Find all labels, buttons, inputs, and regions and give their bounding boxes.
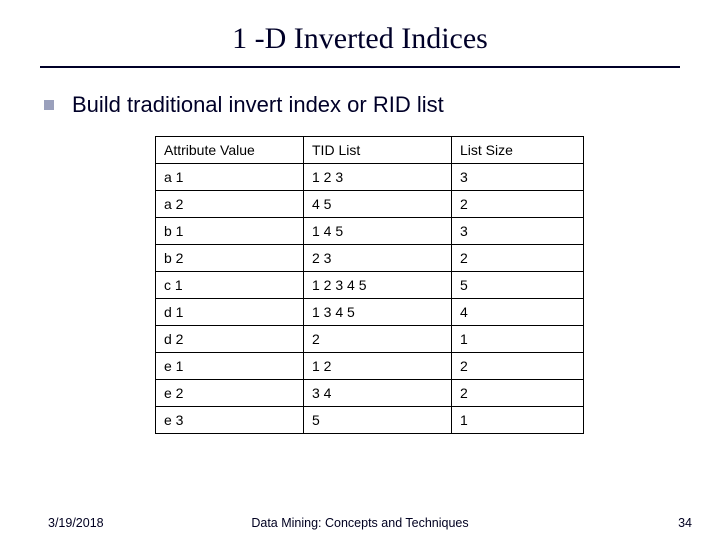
table-row: e 1 1 2 2: [156, 353, 584, 380]
cell: d 2: [156, 326, 304, 353]
cell: 3: [452, 164, 584, 191]
col-attribute-value: Attribute Value: [156, 137, 304, 164]
slide-title: 1 -D Inverted Indices: [40, 22, 680, 56]
cell: e 3: [156, 407, 304, 434]
cell: 2: [304, 326, 452, 353]
cell: b 1: [156, 218, 304, 245]
table-header-row: Attribute Value TID List List Size: [156, 137, 584, 164]
table-row: e 2 3 4 2: [156, 380, 584, 407]
cell: 2: [452, 245, 584, 272]
title-rule: [40, 66, 680, 68]
col-list-size: List Size: [452, 137, 584, 164]
cell: e 1: [156, 353, 304, 380]
cell: 5: [304, 407, 452, 434]
table-row: a 2 4 5 2: [156, 191, 584, 218]
cell: 4 5: [304, 191, 452, 218]
cell: 1: [452, 407, 584, 434]
cell: 2: [452, 353, 584, 380]
table-wrap: Attribute Value TID List List Size a 1 1…: [155, 136, 680, 434]
slide: 1 -D Inverted Indices Build traditional …: [0, 0, 720, 540]
col-tid-list: TID List: [304, 137, 452, 164]
bullet-item: Build traditional invert index or RID li…: [44, 92, 680, 118]
cell: 1 2 3: [304, 164, 452, 191]
cell: 2 3: [304, 245, 452, 272]
cell: d 1: [156, 299, 304, 326]
cell: a 1: [156, 164, 304, 191]
table-row: b 1 1 4 5 3: [156, 218, 584, 245]
cell: 1: [452, 326, 584, 353]
table-row: d 2 2 1: [156, 326, 584, 353]
footer: 3/19/2018 Data Mining: Concepts and Tech…: [0, 516, 720, 530]
bullet-text: Build traditional invert index or RID li…: [72, 92, 444, 118]
footer-center: Data Mining: Concepts and Techniques: [0, 516, 720, 530]
table-row: d 1 1 3 4 5 4: [156, 299, 584, 326]
cell: 5: [452, 272, 584, 299]
cell: 2: [452, 380, 584, 407]
cell: 2: [452, 191, 584, 218]
cell: 1 2 3 4 5: [304, 272, 452, 299]
cell: 3 4: [304, 380, 452, 407]
cell: 3: [452, 218, 584, 245]
table-row: b 2 2 3 2: [156, 245, 584, 272]
square-bullet-icon: [44, 100, 54, 110]
cell: 1 2: [304, 353, 452, 380]
cell: e 2: [156, 380, 304, 407]
inverted-index-table: Attribute Value TID List List Size a 1 1…: [155, 136, 584, 434]
cell: 1 4 5: [304, 218, 452, 245]
cell: 1 3 4 5: [304, 299, 452, 326]
cell: 4: [452, 299, 584, 326]
cell: b 2: [156, 245, 304, 272]
table-row: a 1 1 2 3 3: [156, 164, 584, 191]
cell: c 1: [156, 272, 304, 299]
table-row: c 1 1 2 3 4 5 5: [156, 272, 584, 299]
cell: a 2: [156, 191, 304, 218]
table-row: e 3 5 1: [156, 407, 584, 434]
